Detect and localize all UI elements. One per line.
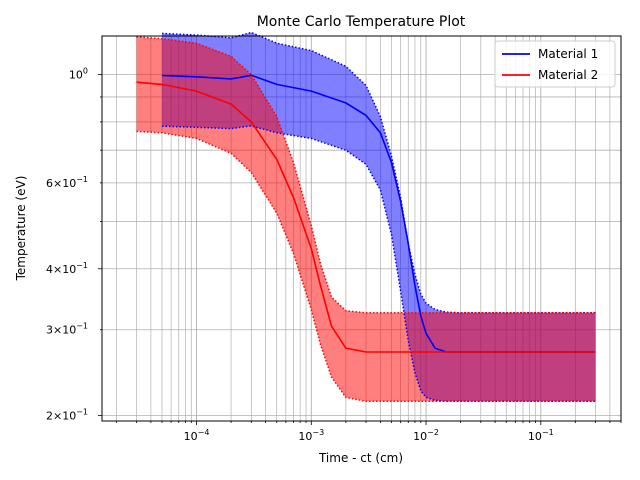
plot-frame — [101, 35, 622, 422]
mean-line-material-2 — [136, 81, 596, 353]
x-tick-label: 10−3 — [298, 428, 324, 443]
legend: Material 1 Material 2 — [494, 40, 616, 88]
x-tick-label: 10−2 — [413, 428, 439, 443]
upper-bound-line-material-2 — [136, 36, 596, 314]
y-tick-label: 100 — [69, 67, 88, 82]
y-tick-label: 6×10−1 — [46, 175, 88, 190]
legend-label-material-2: Material 2 — [538, 68, 598, 82]
chart-title: Monte Carlo Temperature Plot — [257, 14, 466, 30]
y-tick-label: 2×10−1 — [46, 408, 88, 423]
confidence-band-material-2 — [136, 36, 596, 402]
x-tick-label: 10−4 — [184, 428, 210, 443]
y-axis-title: Temperature (eV) — [14, 176, 28, 282]
legend-label-material-1: Material 1 — [538, 47, 598, 61]
x-axis-title: Time - ct (cm) — [318, 451, 403, 465]
confidence-bands — [136, 32, 596, 402]
x-tick-label: 10−1 — [528, 428, 554, 443]
lower-bound-line-material-1 — [161, 125, 596, 403]
axis-ticks: 10−4 10−3 10−2 10−1 100 6×10−1 4×10−1 3×10−1 2×1… — [46, 67, 622, 443]
y-tick-label: 3×10−1 — [46, 322, 88, 337]
lower-bound-line-material-2 — [136, 130, 596, 403]
y-tick-label: 4×10−1 — [46, 261, 88, 276]
